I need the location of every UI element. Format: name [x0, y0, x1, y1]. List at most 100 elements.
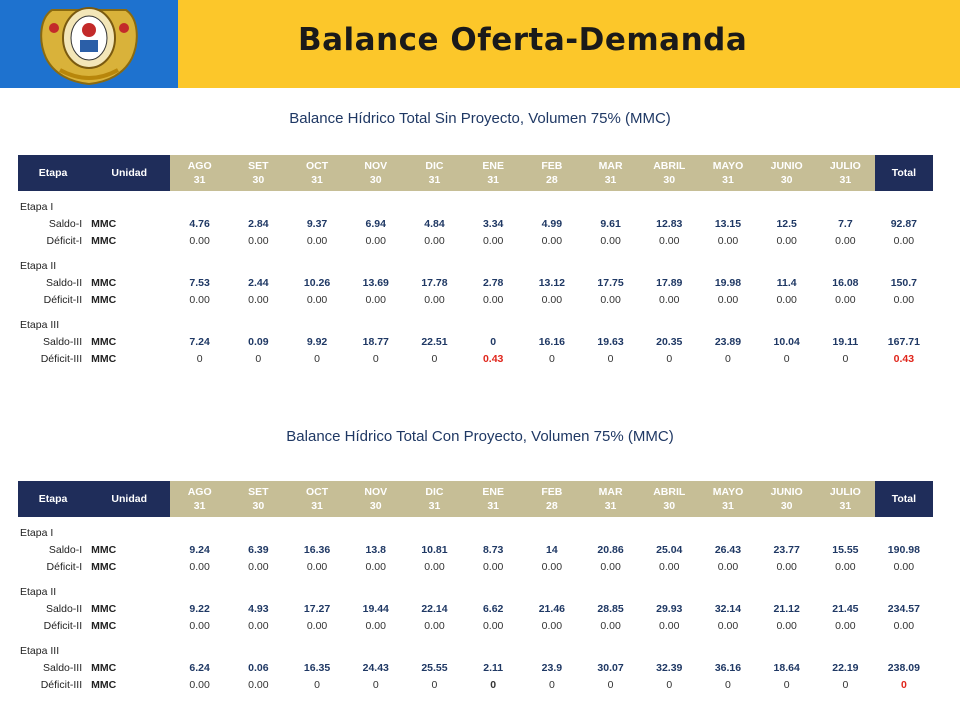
value-cell: 0.00 [365, 620, 386, 632]
value-cell: 0 [196, 353, 203, 365]
value-cell: 22.19 [832, 662, 859, 674]
month-days: 31 [722, 500, 734, 512]
month-days: 30 [252, 174, 265, 186]
header-month-ago: AGO 31 [170, 481, 229, 517]
value-cell: 13.8 [365, 544, 386, 556]
month-name: NOV [364, 486, 388, 498]
university-crest-icon [40, 7, 138, 86]
value-cell: 23.77 [773, 544, 800, 556]
table-row: Déficit-II MMC 0.00 0.00 0.00 0.00 0.00 0.00 0.0… [18, 618, 933, 635]
value-cell: 0.00 [659, 235, 680, 247]
value-cell: 0 [842, 679, 849, 691]
value-cell: 23.9 [541, 662, 563, 674]
value-cell: 0.00 [659, 620, 680, 632]
month-days: 31 [193, 174, 206, 186]
month-name: SET [248, 160, 269, 172]
spacer [18, 191, 933, 199]
spacer [18, 576, 933, 584]
row-unit: MMC [91, 620, 117, 632]
row-unit: MMC [91, 336, 117, 348]
header-bar: Balance Oferta-Demanda [178, 0, 960, 88]
value-cell: 0.00 [600, 294, 621, 306]
value-cell: 20.86 [597, 544, 624, 556]
month-days: 28 [546, 500, 558, 512]
row-label: Déficit-I [46, 235, 83, 247]
value-cell: 0.06 [248, 662, 269, 674]
value-cell: 9.92 [306, 336, 328, 348]
month-days: 31 [311, 500, 323, 512]
value-cell: 0.00 [776, 235, 797, 247]
logo-panel [0, 0, 178, 88]
value-cell: 2.44 [248, 277, 269, 289]
row-label: Saldo-II [45, 603, 83, 615]
value-cell: 4.84 [424, 218, 445, 230]
page-title: Balance Oferta-Demanda [298, 22, 748, 58]
value-cell: 7.24 [189, 336, 210, 348]
value-cell: 0.00 [600, 235, 621, 247]
table-row: Déficit-II MMC 0.00 0.00 0.00 0.00 0.00 0.00 0.0… [18, 292, 933, 309]
balance-table-con-proyecto: Etapa Unidad AGO 31 SET 30 OCT 31 NOV 30 DIC 31 ENE 3… [18, 481, 933, 694]
header-etapa: Etapa [18, 481, 89, 517]
value-cell: 6.24 [189, 662, 210, 674]
value-cell: 10.81 [421, 544, 448, 556]
row-unit: MMC [91, 679, 117, 691]
stage-label: Etapa I [20, 527, 54, 539]
value-cell: 0.00 [482, 620, 504, 632]
month-days: 30 [369, 174, 382, 186]
value-cell: 17.27 [303, 603, 331, 615]
value-cell: 0 [900, 679, 907, 691]
value-cell: 0.00 [893, 561, 915, 573]
row-label: Déficit-III [40, 353, 83, 365]
value-cell: 12.83 [656, 218, 683, 230]
row-label: Saldo-II [45, 277, 83, 289]
value-cell: 0.00 [306, 561, 328, 573]
row-label: Déficit-I [46, 561, 83, 573]
value-cell: 0.00 [189, 679, 210, 691]
value-cell: 0.09 [248, 336, 269, 348]
value-cell: 0 [783, 679, 790, 691]
value-cell: 0 [372, 679, 379, 691]
month-name: MAR [598, 160, 623, 172]
value-cell: 0 [255, 353, 262, 365]
header-total: Total [874, 481, 933, 517]
value-cell: 30.07 [597, 662, 624, 674]
header-month-mar: MAR 31 [581, 155, 640, 191]
month-name: AGO [187, 160, 212, 172]
value-cell: 0.43 [893, 353, 915, 365]
value-cell: 0 [666, 679, 673, 691]
value-cell: 8.73 [482, 544, 504, 556]
value-cell: 13.15 [714, 218, 742, 230]
header-month-julio: JULIO 31 [816, 155, 875, 191]
value-cell: 0.00 [893, 235, 915, 247]
value-cell: 2.78 [482, 277, 504, 289]
value-cell: 2.11 [483, 662, 504, 674]
header-total: Total [874, 155, 933, 191]
table-row: Saldo-I MMC 9.24 6.39 16.36 13.8 10.81 8.73 14 20… [18, 542, 933, 559]
value-cell: 19.11 [832, 336, 859, 348]
row-unit: MMC [91, 603, 117, 615]
value-cell: 6.62 [482, 603, 504, 615]
value-cell: 167.71 [887, 336, 920, 348]
row-label: Saldo-I [48, 544, 83, 556]
month-name: MAYO [712, 486, 744, 498]
value-cell: 0 [783, 353, 790, 365]
row-label: Saldo-III [43, 336, 83, 348]
value-cell: 0 [666, 353, 673, 365]
value-cell: 17.75 [597, 277, 624, 289]
value-cell: 25.04 [656, 544, 683, 556]
header-month-dic: DIC 31 [405, 155, 464, 191]
month-name: ENE [482, 160, 504, 172]
value-cell: 0.00 [482, 294, 504, 306]
month-name: DIC [425, 160, 444, 172]
header-month-set: SET 30 [229, 155, 288, 191]
value-cell: 29.93 [656, 603, 683, 615]
row-label: Déficit-III [40, 679, 83, 691]
header-month-set: SET 30 [229, 481, 288, 517]
value-cell: 15.55 [832, 544, 859, 556]
value-cell: 0 [314, 353, 320, 365]
month-days: 30 [369, 500, 382, 512]
value-cell: 0.00 [424, 561, 445, 573]
value-cell: 16.36 [303, 544, 331, 556]
month-name: FEB [541, 160, 563, 172]
month-days: 31 [487, 174, 499, 186]
